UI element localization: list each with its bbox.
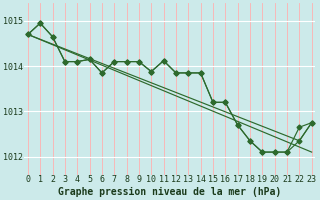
X-axis label: Graphe pression niveau de la mer (hPa): Graphe pression niveau de la mer (hPa)	[58, 187, 281, 197]
